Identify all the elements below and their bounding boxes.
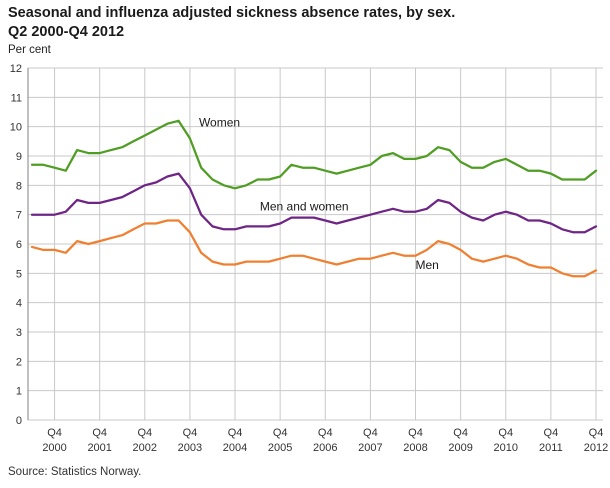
y-tick-label: 2 [16, 356, 22, 368]
x-tick-year-label: 2001 [87, 442, 111, 454]
x-tick-year-label: 2005 [268, 442, 292, 454]
x-tick-quarter-label: Q4 [47, 427, 62, 439]
x-tick-year-label: 2007 [358, 442, 382, 454]
y-tick-label: 3 [16, 327, 22, 339]
y-tick-label: 1 [16, 386, 22, 398]
x-tick-quarter-label: Q4 [92, 427, 107, 439]
x-tick-quarter-label: Q4 [363, 427, 378, 439]
y-tick-label: 11 [11, 92, 22, 104]
x-tick-year-label: 2010 [494, 442, 518, 454]
x-tick-quarter-label: Q4 [273, 427, 288, 439]
x-tick-quarter-label: Q4 [544, 427, 559, 439]
chart-title: Seasonal and influenza adjusted sickness… [8, 4, 455, 42]
series-label-men-and-women: Men and women [260, 199, 349, 213]
y-tick-label: 10 [10, 122, 22, 134]
men-and-women-line [30, 172, 598, 234]
x-tick-year-label: 2008 [403, 442, 427, 454]
source-note: Source: Statistics Norway. [8, 466, 142, 478]
x-tick-quarter-label: Q4 [453, 427, 468, 439]
x-tick-quarter-label: Q4 [228, 427, 243, 439]
y-tick-label: 9 [16, 151, 22, 163]
y-tick-label: 6 [16, 239, 22, 251]
y-tick-label: 8 [16, 180, 22, 192]
x-tick-year-label: 2006 [313, 442, 337, 454]
y-tick-label: 12 [10, 63, 22, 75]
line-chart: 0123456789101112Q42000Q42001Q42002Q42003… [10, 63, 608, 454]
x-tick-quarter-label: Q4 [498, 427, 513, 439]
y-axis-label: Per cent [8, 44, 51, 56]
x-tick-quarter-label: Q4 [408, 427, 423, 439]
chart-title-line1: Seasonal and influenza adjusted sickness… [8, 5, 456, 21]
x-tick-quarter-label: Q4 [137, 427, 152, 439]
x-tick-year-label: 2009 [448, 442, 472, 454]
series-label-men: Men [416, 258, 439, 272]
series-label-women: Women [199, 116, 240, 130]
chart-title-line2: Q2 2000-Q4 2012 [8, 24, 125, 40]
x-tick-quarter-label: Q4 [589, 427, 604, 439]
y-tick-label: 7 [16, 210, 22, 222]
x-tick-quarter-label: Q4 [183, 427, 198, 439]
x-tick-quarter-label: Q4 [318, 427, 333, 439]
women-line [30, 119, 598, 190]
x-tick-year-label: 2000 [42, 442, 66, 454]
y-tick-label: 0 [16, 415, 22, 427]
x-tick-year-label: 2012 [584, 442, 608, 454]
x-tick-year-label: 2002 [133, 442, 157, 454]
x-tick-year-label: 2004 [223, 442, 247, 454]
x-tick-year-label: 2003 [178, 442, 202, 454]
x-tick-year-label: 2011 [539, 442, 563, 454]
y-tick-label: 5 [16, 268, 22, 280]
men-line [30, 219, 598, 278]
y-tick-label: 4 [16, 298, 22, 310]
